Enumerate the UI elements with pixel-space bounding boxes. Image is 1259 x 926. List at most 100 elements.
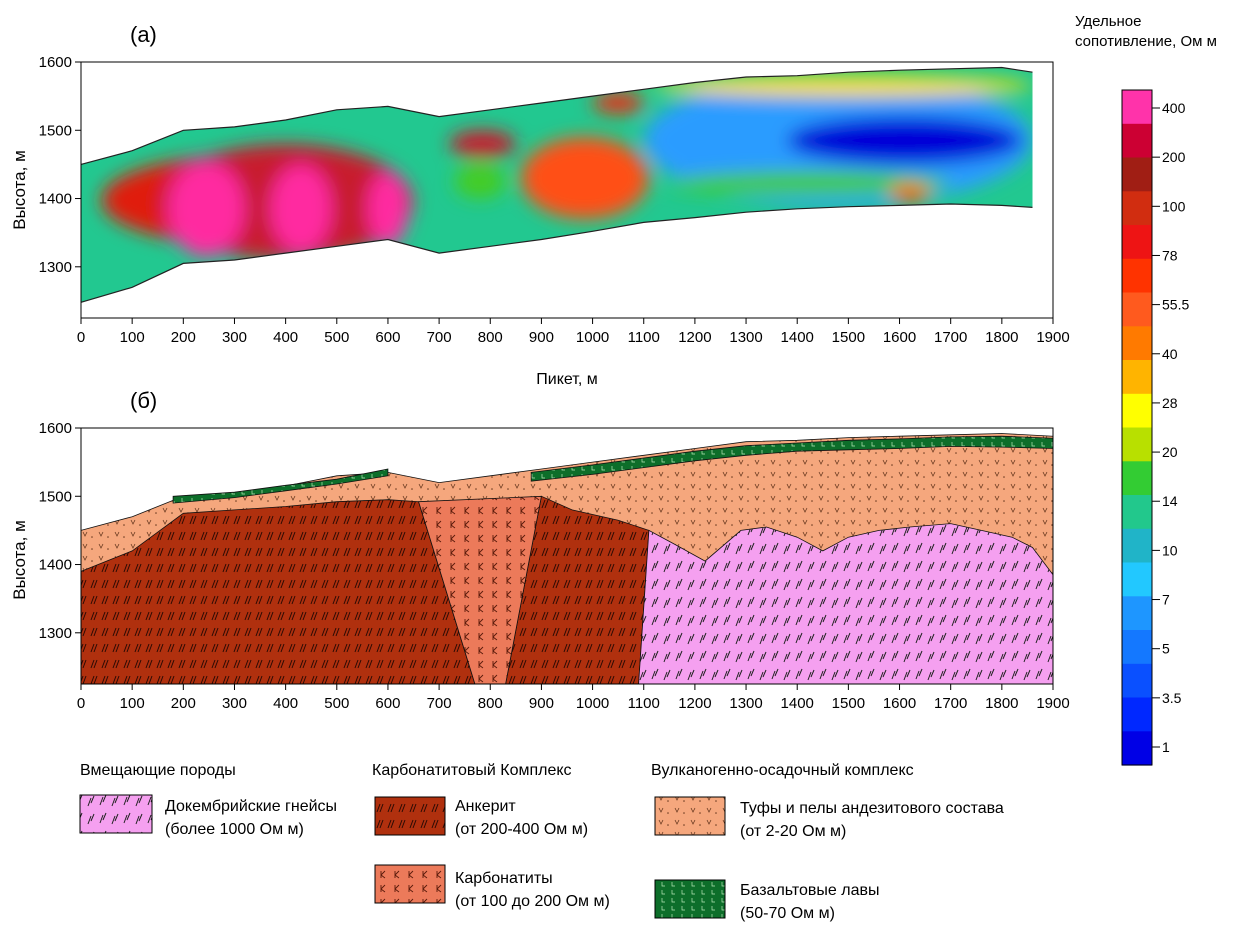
x-tick-label: 1200 bbox=[678, 329, 711, 346]
x-tick-label: 1000 bbox=[576, 329, 609, 346]
colorbar-title-line2: сопотивление, Ом м bbox=[1075, 33, 1217, 50]
resistivity-anomaly-10 bbox=[786, 116, 1023, 165]
x-tick-label: 1000 bbox=[576, 695, 609, 712]
x-tick-label: 900 bbox=[529, 329, 554, 346]
legend-ankerite-line1: Анкерит bbox=[455, 798, 516, 815]
x-tick-label: 700 bbox=[427, 695, 452, 712]
colorbar-segment bbox=[1122, 495, 1152, 530]
colorbar-tick-label: 40 bbox=[1162, 346, 1178, 362]
colorbar-segment bbox=[1122, 258, 1152, 294]
x-tick-label: 1800 bbox=[985, 695, 1018, 712]
legend-swatch-ankerite bbox=[374, 796, 446, 836]
x-tick-label: 500 bbox=[324, 695, 349, 712]
resistivity-anomaly-7 bbox=[521, 137, 649, 220]
resistivity-anomaly-11 bbox=[669, 171, 951, 196]
colorbar-tick-label: 78 bbox=[1162, 247, 1178, 263]
legend-tuff-line2: (от 2-20 Ом м) bbox=[740, 823, 846, 840]
x-tick-label: 1700 bbox=[934, 329, 967, 346]
resistivity-anomaly-4 bbox=[367, 171, 409, 247]
colorbar-segment bbox=[1122, 528, 1152, 564]
colorbar-frame bbox=[1121, 89, 1153, 766]
x-tick-label: 1500 bbox=[832, 329, 865, 346]
legend-group-title-carbonatite: Карбонатитовый Комплекс bbox=[372, 762, 572, 779]
y-tick-label: 1300 bbox=[39, 259, 72, 276]
colorbar-segment bbox=[1122, 427, 1152, 462]
colorbar-segment bbox=[1122, 191, 1152, 226]
legend-swatch-gneiss bbox=[79, 794, 153, 834]
panel-b-geologic-section: (б) Высота, м 0 100 200 300 400 500 600 700 800 9… bbox=[10, 388, 1070, 712]
colorbar-tick-label: 10 bbox=[1162, 542, 1178, 558]
colorbar-segment bbox=[1122, 731, 1152, 766]
y-tick-label: 1300 bbox=[39, 625, 72, 642]
legend-ankerite-line2: (от 200-400 Ом м) bbox=[455, 821, 588, 838]
panel-a-frame bbox=[80, 61, 1054, 319]
x-tick-label: 1100 bbox=[628, 695, 660, 712]
x-tick-label: 800 bbox=[478, 329, 503, 346]
colorbar-segment bbox=[1122, 461, 1152, 496]
x-tick-label: 1400 bbox=[781, 695, 814, 712]
colorbar-segment bbox=[1122, 360, 1152, 395]
legend-group-title-host: Вмещающие породы bbox=[80, 762, 236, 779]
x-tick-label: 1300 bbox=[729, 329, 762, 346]
x-tick-label: 100 bbox=[120, 695, 145, 712]
colorbar-segment bbox=[1122, 326, 1152, 361]
x-tick-label: 100 bbox=[120, 329, 145, 346]
legend-tuff-line1: Туфы и пелы андезитового состава bbox=[740, 800, 1004, 817]
x-tick-label: 1700 bbox=[934, 695, 967, 712]
colorbar-segment bbox=[1122, 225, 1152, 260]
colorbar-segment bbox=[1122, 562, 1152, 597]
x-tick-label: 0 bbox=[77, 695, 85, 712]
panel-a-xlabel: Пикет, м bbox=[536, 371, 597, 388]
colorbar-tick-label: 14 bbox=[1162, 493, 1178, 509]
y-tick-label: 1500 bbox=[39, 122, 72, 139]
resistivity-anomaly-8 bbox=[592, 92, 644, 114]
x-tick-label: 1600 bbox=[883, 695, 916, 712]
y-tick-label: 1600 bbox=[39, 420, 72, 437]
legend-gneiss-line1: Докембрийские гнейсы bbox=[165, 798, 337, 815]
panel-b-frame bbox=[80, 427, 1054, 685]
y-tick-label: 1600 bbox=[39, 54, 72, 71]
colorbar-segment bbox=[1122, 90, 1152, 125]
colorbar-segment bbox=[1122, 697, 1152, 732]
x-tick-label: 500 bbox=[324, 329, 349, 346]
legend-swatch-tuff bbox=[654, 796, 726, 836]
colorbar-tick-label: 28 bbox=[1162, 395, 1178, 411]
legend: Вмещающие породы Карбонатитовый Комплекс… bbox=[79, 762, 1004, 922]
colorbar-tick-label: 20 bbox=[1162, 444, 1178, 460]
colorbar-segment bbox=[1122, 157, 1152, 192]
legend-group-title-volcanic: Вулканогенно-осадочный комплекс bbox=[651, 762, 914, 779]
x-tick-label: 1200 bbox=[678, 695, 711, 712]
x-tick-label: 1400 bbox=[781, 329, 814, 346]
colorbar-tick-label: 1 bbox=[1162, 739, 1170, 755]
x-tick-label: 400 bbox=[273, 695, 298, 712]
x-tick-label: 300 bbox=[222, 695, 247, 712]
y-tick-label: 1500 bbox=[39, 488, 72, 505]
panel-a-resistivity-section: (a) Высота, м 0 100 200 300 400 500 600 700 800 9… bbox=[10, 22, 1070, 388]
resistivity-anomaly-6 bbox=[454, 164, 506, 199]
colorbar-tick-label: 55.5 bbox=[1162, 297, 1189, 313]
panel-a-label: (a) bbox=[130, 22, 157, 47]
panel-a-ylabel: Высота, м bbox=[10, 150, 29, 230]
x-tick-label: 0 bbox=[77, 329, 85, 346]
colorbar-segment bbox=[1122, 596, 1152, 631]
y-tick-label: 1400 bbox=[39, 557, 72, 574]
resistivity-anomaly-2 bbox=[167, 161, 245, 257]
x-tick-label: 400 bbox=[273, 329, 298, 346]
x-tick-label: 1500 bbox=[832, 695, 865, 712]
legend-carbonatite-line2: (от 100 до 200 Ом м) bbox=[455, 893, 610, 910]
legend-carbonatite-line1: Карбонатиты bbox=[455, 870, 553, 887]
panel-b-label: (б) bbox=[130, 388, 157, 413]
colorbar-tick-label: 100 bbox=[1162, 198, 1186, 214]
colorbar-title-line1: Удельное bbox=[1075, 13, 1142, 30]
colorbar: Удельное сопотивление, Ом м 400 200 100 78 5… bbox=[1075, 13, 1217, 766]
x-tick-label: 1800 bbox=[985, 329, 1018, 346]
legend-swatch-carbonatite bbox=[374, 864, 446, 904]
resistivity-anomaly-3 bbox=[270, 164, 332, 254]
colorbar-segment bbox=[1122, 393, 1152, 429]
geologic-unit-gneiss bbox=[638, 523, 1054, 685]
x-tick-label: 900 bbox=[529, 695, 554, 712]
colorbar-tick-label: 400 bbox=[1162, 100, 1186, 116]
legend-swatch-basalt bbox=[654, 879, 726, 919]
y-tick-label: 1400 bbox=[39, 191, 72, 208]
colorbar-tick-label: 200 bbox=[1162, 149, 1186, 165]
